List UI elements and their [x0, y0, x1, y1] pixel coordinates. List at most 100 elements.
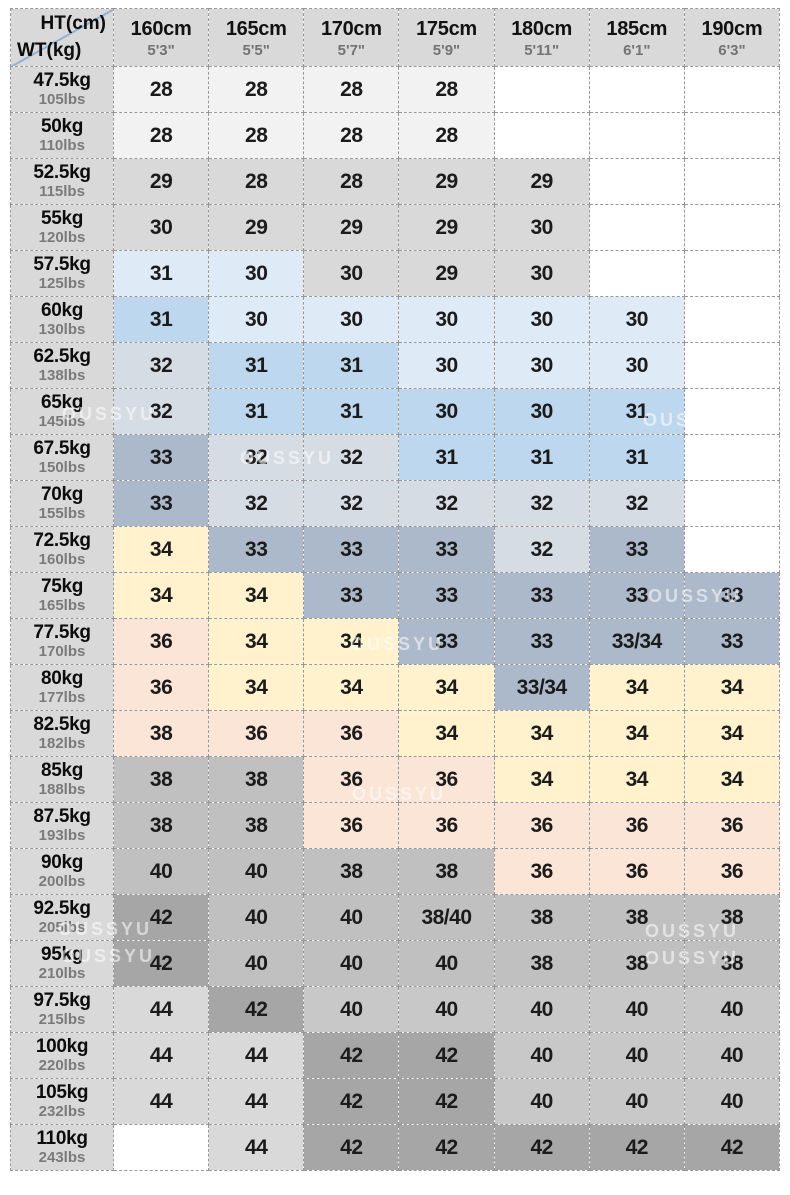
table-body: 47.5kg 105lbs 28 28 28 28 50kg 110lbs 28 28 28 28 52…: [10, 66, 781, 1171]
weight-lbs-label: 193lbs: [38, 827, 86, 845]
weight-lbs-label: 188lbs: [38, 781, 86, 799]
table-row-47.5kg: 47.5kg 105lbs 28 28 28 28: [10, 66, 781, 113]
size-cell-185cm-105kg: 40: [588, 1078, 685, 1125]
size-cell-165cm-67.5kg: 32: [208, 434, 305, 481]
row-header-72.5kg: 72.5kg 160lbs: [10, 526, 114, 573]
corner-height-label: HT(cm): [40, 13, 106, 34]
weight-lbs-label: 150lbs: [38, 459, 86, 477]
size-cell-180cm-100kg: 40: [493, 1032, 590, 1079]
size-cell-175cm-55kg: 29: [398, 204, 495, 251]
size-cell-185cm-50kg: [588, 112, 685, 159]
size-cell-190cm-62.5kg: [683, 342, 781, 389]
size-cell-190cm-65kg: [683, 388, 781, 435]
size-cell-165cm-72.5kg: 33: [208, 526, 305, 573]
size-cell-165cm-90kg: 40: [208, 848, 305, 895]
size-cell-175cm-110kg: 42: [398, 1124, 495, 1171]
size-cell-165cm-80kg: 34: [208, 664, 305, 711]
size-cell-180cm-72.5kg: 32: [493, 526, 590, 573]
size-cell-165cm-95kg: 40: [208, 940, 305, 987]
size-cell-160cm-55kg: 30: [112, 204, 210, 251]
size-cell-185cm-70kg: 32: [588, 480, 685, 527]
size-cell-185cm-57.5kg: [588, 250, 685, 297]
row-header-75kg: 75kg 165lbs: [10, 572, 114, 619]
size-cell-175cm-90kg: 38: [398, 848, 495, 895]
weight-kg-label: 67.5kg: [33, 438, 91, 460]
size-cell-185cm-60kg: 30: [588, 296, 685, 343]
col-cm-label: 175cm: [416, 18, 477, 40]
size-cell-190cm-105kg: 40: [683, 1078, 781, 1125]
row-header-92.5kg: 92.5kg 205lbs: [10, 894, 114, 941]
size-cell-160cm-60kg: 31: [112, 296, 210, 343]
weight-kg-label: 75kg: [40, 576, 84, 598]
row-header-87.5kg: 87.5kg 193lbs: [10, 802, 114, 849]
size-cell-165cm-57.5kg: 30: [208, 250, 305, 297]
table-row-82.5kg: 82.5kg 182lbs 38 36 36 34 34 34 34: [10, 710, 781, 757]
size-cell-170cm-90kg: 38: [303, 848, 400, 895]
weight-lbs-label: 243lbs: [38, 1149, 86, 1167]
size-cell-190cm-87.5kg: 36: [683, 802, 781, 849]
col-cm-label: 170cm: [320, 18, 382, 40]
size-cell-190cm-100kg: 40: [683, 1032, 781, 1079]
size-cell-165cm-97.5kg: 42: [208, 986, 305, 1033]
weight-lbs-label: 177lbs: [38, 689, 86, 707]
weight-lbs-label: 105lbs: [38, 91, 86, 109]
weight-kg-label: 60kg: [40, 300, 84, 322]
size-cell-190cm-60kg: [683, 296, 781, 343]
size-cell-160cm-92.5kg: 42: [112, 894, 210, 941]
size-cell-175cm-70kg: 32: [398, 480, 495, 527]
size-cell-185cm-67.5kg: 31: [588, 434, 685, 481]
size-cell-185cm-47.5kg: [588, 66, 685, 113]
size-cell-175cm-105kg: 42: [398, 1078, 495, 1125]
row-header-57.5kg: 57.5kg 125lbs: [10, 250, 114, 297]
size-cell-170cm-60kg: 30: [303, 296, 400, 343]
row-header-47.5kg: 47.5kg 105lbs: [10, 66, 114, 113]
weight-kg-label: 47.5kg: [33, 70, 91, 92]
size-cell-160cm-75kg: 34: [112, 572, 210, 619]
row-header-67.5kg: 67.5kg 150lbs: [10, 434, 114, 481]
weight-kg-label: 95kg: [40, 944, 84, 966]
size-cell-170cm-65kg: 31: [303, 388, 400, 435]
size-cell-180cm-60kg: 30: [493, 296, 590, 343]
size-cell-190cm-52.5kg: [683, 158, 781, 205]
size-cell-160cm-57.5kg: 31: [112, 250, 210, 297]
size-cell-160cm-50kg: 28: [112, 112, 210, 159]
weight-lbs-label: 170lbs: [38, 643, 86, 661]
weight-kg-label: 82.5kg: [33, 714, 91, 736]
weight-kg-label: 85kg: [40, 760, 84, 782]
size-cell-160cm-82.5kg: 38: [112, 710, 210, 757]
size-cell-160cm-47.5kg: 28: [112, 66, 210, 113]
size-cell-175cm-100kg: 42: [398, 1032, 495, 1079]
size-cell-170cm-100kg: 42: [303, 1032, 400, 1079]
size-cell-175cm-85kg: 36: [398, 756, 495, 803]
size-cell-190cm-70kg: [683, 480, 781, 527]
weight-kg-label: 105kg: [35, 1082, 89, 1104]
corner-weight-label: WT(kg): [17, 40, 82, 61]
col-header-175cm: 175cm 5'9": [398, 8, 495, 67]
size-cell-175cm-87.5kg: 36: [398, 802, 495, 849]
size-cell-160cm-70kg: 33: [112, 480, 210, 527]
size-cell-175cm-47.5kg: 28: [398, 66, 495, 113]
size-cell-170cm-47.5kg: 28: [303, 66, 400, 113]
size-cell-175cm-75kg: 33: [398, 572, 495, 619]
size-cell-190cm-55kg: [683, 204, 781, 251]
size-cell-160cm-77.5kg: 36: [112, 618, 210, 665]
table-row-90kg: 90kg 200lbs 40 40 38 38 36 36 36: [10, 848, 781, 895]
weight-kg-label: 97.5kg: [33, 990, 91, 1012]
table-row-105kg: 105kg 232lbs 44 44 42 42 40 40 40: [10, 1078, 781, 1125]
row-header-95kg: 95kg 210lbs: [10, 940, 114, 987]
size-cell-185cm-55kg: [588, 204, 685, 251]
size-cell-170cm-62.5kg: 31: [303, 342, 400, 389]
size-cell-180cm-97.5kg: 40: [493, 986, 590, 1033]
table-row-50kg: 50kg 110lbs 28 28 28 28: [10, 112, 781, 159]
size-cell-170cm-87.5kg: 36: [303, 802, 400, 849]
size-cell-180cm-47.5kg: [493, 66, 590, 113]
size-cell-180cm-70kg: 32: [493, 480, 590, 527]
weight-kg-label: 65kg: [40, 392, 84, 414]
weight-lbs-label: 125lbs: [38, 275, 86, 293]
size-cell-160cm-105kg: 44: [112, 1078, 210, 1125]
row-header-60kg: 60kg 130lbs: [10, 296, 114, 343]
weight-kg-label: 62.5kg: [33, 346, 91, 368]
size-cell-165cm-55kg: 29: [208, 204, 305, 251]
row-header-110kg: 110kg 243lbs: [10, 1124, 114, 1171]
size-cell-180cm-50kg: [493, 112, 590, 159]
